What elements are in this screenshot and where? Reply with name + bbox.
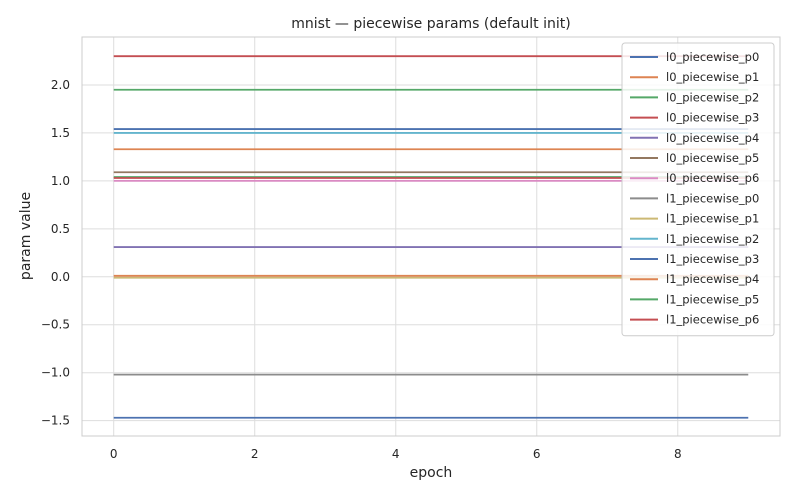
x-tick-label: 0 [110, 447, 118, 461]
y-tick-label: 2.0 [51, 78, 70, 92]
x-tick-label: 4 [392, 447, 400, 461]
legend-label: l1_piecewise_p6 [666, 313, 759, 327]
legend-label: l1_piecewise_p1 [666, 212, 759, 226]
legend-label: l0_piecewise_p4 [666, 131, 759, 145]
legend-label: l1_piecewise_p0 [666, 191, 759, 205]
x-tick-labels: 0 2 4 6 8 [110, 447, 682, 461]
y-axis-label: param value [18, 192, 34, 280]
legend-label: l1_piecewise_p4 [666, 272, 759, 286]
legend-label: l0_piecewise_p1 [666, 70, 759, 84]
legend-label: l0_piecewise_p3 [666, 111, 759, 125]
chart-title: mnist — piecewise params (default init) [291, 16, 570, 32]
y-tick-label: −1.5 [41, 414, 70, 428]
y-tick-label: −0.5 [41, 318, 70, 332]
legend-label: l0_piecewise_p2 [666, 90, 759, 104]
x-tick-label: 8 [674, 447, 682, 461]
x-tick-label: 6 [533, 447, 541, 461]
y-tick-label: 0.0 [51, 270, 70, 284]
legend-label: l1_piecewise_p5 [666, 292, 759, 306]
legend-label: l1_piecewise_p2 [666, 232, 759, 246]
y-tick-label: 1.0 [51, 174, 70, 188]
legend-label: l0_piecewise_p0 [666, 50, 759, 64]
plot-frame [81, 36, 781, 437]
x-tick-label: 2 [251, 447, 259, 461]
legend-label: l0_piecewise_p5 [666, 151, 759, 165]
y-tick-label: −1.0 [41, 366, 70, 380]
legend: l0_piecewise_p0 l0_piecewise_p1 l0_piecewi… [621, 42, 775, 337]
y-tick-labels: −1.5 −1.0 −0.5 0.0 0.5 1.0 1.5 2.0 [41, 78, 70, 428]
legend-label: l0_piecewise_p6 [666, 171, 759, 185]
y-tick-label: 0.5 [51, 222, 70, 236]
legend-label: l1_piecewise_p3 [666, 252, 759, 266]
y-tick-label: 1.5 [51, 126, 70, 140]
legend-box [621, 42, 775, 337]
x-axis-label: epoch [410, 465, 453, 481]
